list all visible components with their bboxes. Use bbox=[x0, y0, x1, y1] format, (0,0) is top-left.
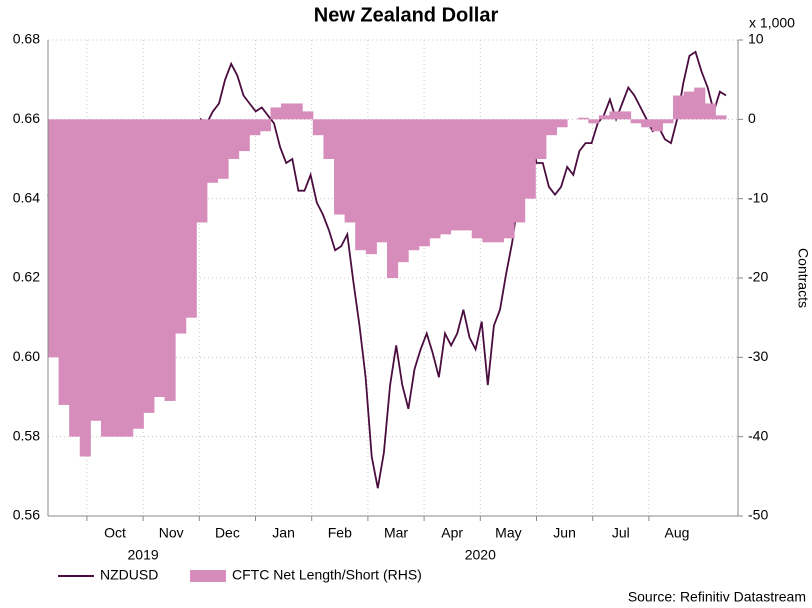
net-position-bar bbox=[450, 119, 462, 231]
net-position-bar bbox=[69, 119, 81, 437]
net-position-bar bbox=[418, 119, 430, 247]
net-position-bar bbox=[164, 119, 176, 401]
net-position-bar bbox=[641, 119, 653, 128]
x-tick-label: Mar bbox=[384, 525, 408, 541]
net-position-bar bbox=[259, 119, 271, 132]
y2-unit-label: x 1,000 bbox=[749, 15, 795, 31]
net-position-bar bbox=[365, 119, 377, 255]
net-position-bar bbox=[651, 119, 663, 132]
net-position-bar bbox=[217, 119, 229, 179]
y2-tick-label: 0 bbox=[748, 110, 756, 126]
net-position-bar bbox=[662, 119, 674, 124]
y2-tick-label: -30 bbox=[748, 348, 768, 364]
net-position-bar bbox=[111, 119, 123, 437]
legend-label: CFTC Net Length/Short (RHS) bbox=[232, 567, 422, 583]
net-position-bar bbox=[715, 115, 727, 120]
net-position-bar bbox=[48, 119, 60, 358]
net-position-bar bbox=[397, 119, 409, 263]
y-tick-label: 0.66 bbox=[13, 110, 40, 126]
x-tick-label: Dec bbox=[215, 525, 240, 541]
y2-tick-label: 10 bbox=[748, 31, 764, 47]
net-position-bar bbox=[535, 119, 547, 159]
net-position-bar bbox=[291, 103, 303, 120]
net-position-bar bbox=[344, 119, 356, 223]
net-position-bar bbox=[598, 115, 610, 120]
net-position-bar bbox=[429, 119, 441, 239]
y2-tick-label: -40 bbox=[748, 427, 768, 443]
source-note: Source: Refinitiv Datastream bbox=[628, 589, 806, 605]
net-position-bar bbox=[556, 119, 568, 128]
net-position-bar bbox=[355, 119, 367, 251]
x-tick-label: Feb bbox=[328, 525, 352, 541]
net-position-bar bbox=[376, 119, 388, 243]
net-position-bar bbox=[387, 119, 399, 278]
net-position-bar bbox=[79, 119, 91, 457]
net-position-bar bbox=[503, 119, 515, 239]
x-tick-label: Apr bbox=[441, 525, 463, 541]
net-position-bar bbox=[58, 119, 70, 405]
net-position-bar bbox=[143, 119, 155, 413]
y-tick-label: 0.64 bbox=[13, 189, 40, 205]
year-label: 2019 bbox=[128, 547, 159, 563]
net-position-bar bbox=[694, 87, 706, 120]
y2-tick-label: -20 bbox=[748, 269, 768, 285]
y2-tick-label: -50 bbox=[748, 507, 768, 523]
legend-swatch bbox=[190, 570, 226, 582]
y-tick-label: 0.56 bbox=[13, 507, 40, 523]
net-position-bar bbox=[620, 111, 632, 120]
net-position-bar bbox=[609, 111, 621, 120]
net-position-bar bbox=[185, 119, 197, 318]
net-position-bar bbox=[588, 119, 600, 124]
net-position-bar bbox=[196, 119, 208, 223]
net-position-bar bbox=[461, 119, 473, 231]
y-tick-label: 0.60 bbox=[13, 348, 40, 364]
x-tick-label: Jun bbox=[553, 525, 576, 541]
net-position-bar bbox=[323, 119, 335, 159]
net-position-bar bbox=[673, 95, 685, 120]
net-position-bar bbox=[492, 119, 505, 243]
net-position-bar bbox=[175, 119, 187, 334]
net-position-bar bbox=[471, 119, 483, 239]
net-position-bar bbox=[683, 91, 695, 120]
net-position-bar bbox=[249, 119, 261, 136]
net-position-bar bbox=[302, 111, 314, 120]
x-tick-label: May bbox=[495, 525, 521, 541]
x-tick-label: Nov bbox=[159, 525, 184, 541]
net-position-bar bbox=[482, 119, 494, 243]
net-position-bar bbox=[270, 107, 282, 120]
y-tick-label: 0.68 bbox=[13, 31, 40, 47]
net-position-bar bbox=[90, 119, 102, 421]
net-position-bar bbox=[153, 119, 166, 397]
legend-label: NZDUSD bbox=[100, 567, 158, 583]
net-position-bar bbox=[132, 119, 144, 429]
net-position-bar bbox=[122, 119, 134, 437]
net-position-bar bbox=[408, 119, 420, 251]
y2-tick-label: -10 bbox=[748, 189, 768, 205]
net-position-bar bbox=[439, 119, 452, 235]
x-tick-label: Aug bbox=[665, 525, 690, 541]
net-position-bar bbox=[704, 103, 716, 120]
x-tick-label: Jan bbox=[272, 525, 295, 541]
y-tick-label: 0.58 bbox=[13, 427, 40, 443]
x-tick-label: Oct bbox=[104, 525, 126, 541]
net-position-bar bbox=[100, 119, 113, 437]
y2-axis-title: Contracts bbox=[795, 248, 811, 308]
net-position-bar bbox=[228, 119, 240, 159]
chart-title: New Zealand Dollar bbox=[314, 4, 499, 26]
net-position-bar bbox=[312, 119, 324, 136]
net-position-bar bbox=[281, 103, 293, 120]
x-tick-label: Jul bbox=[612, 525, 630, 541]
net-position-bar bbox=[545, 119, 557, 136]
net-position-bar bbox=[206, 119, 218, 183]
net-position-bar bbox=[524, 119, 536, 199]
net-position-bar bbox=[238, 119, 250, 152]
net-position-bar bbox=[334, 119, 346, 215]
net-position-bar bbox=[514, 119, 526, 223]
net-position-bar bbox=[630, 119, 642, 124]
net-position-bar bbox=[577, 117, 589, 120]
year-label: 2020 bbox=[465, 547, 496, 563]
y-tick-label: 0.62 bbox=[13, 269, 40, 285]
